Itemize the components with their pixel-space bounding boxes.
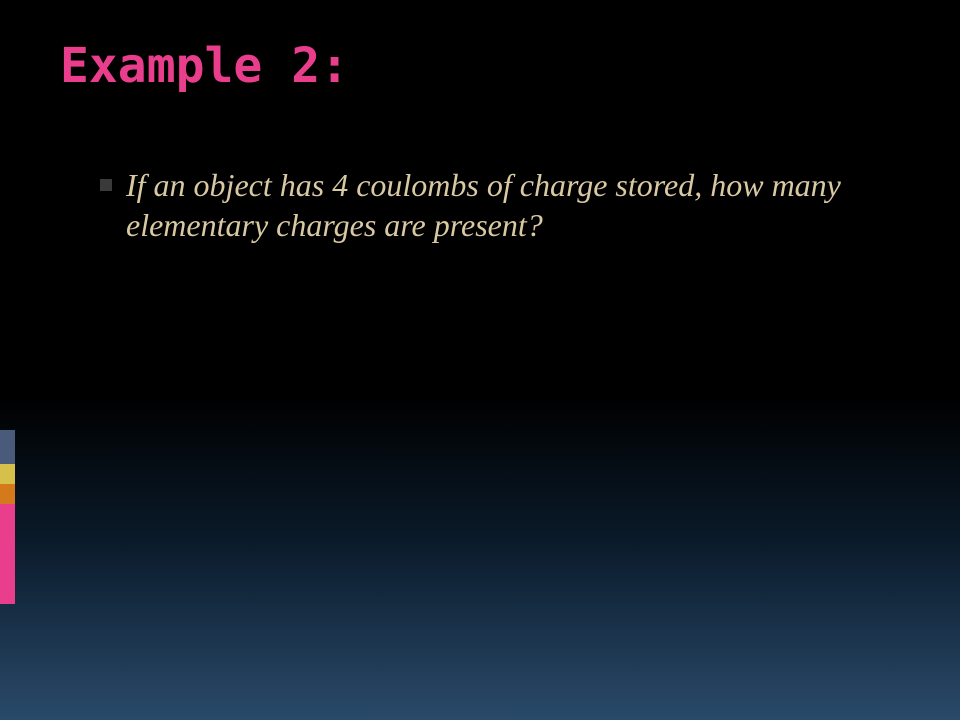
bullet-item: If an object has 4 coulombs of charge st… bbox=[100, 165, 880, 245]
slide: Example 2: If an object has 4 coulombs o… bbox=[0, 0, 960, 720]
accent-bar-1 bbox=[0, 430, 15, 464]
slide-body: If an object has 4 coulombs of charge st… bbox=[100, 165, 880, 245]
bullet-marker bbox=[100, 179, 112, 191]
accent-bar-2 bbox=[0, 464, 15, 484]
bullet-text: If an object has 4 coulombs of charge st… bbox=[126, 165, 880, 245]
accent-bars bbox=[0, 430, 15, 604]
accent-bar-4 bbox=[0, 504, 15, 604]
slide-title: Example 2: bbox=[60, 38, 349, 94]
accent-bar-3 bbox=[0, 484, 15, 504]
